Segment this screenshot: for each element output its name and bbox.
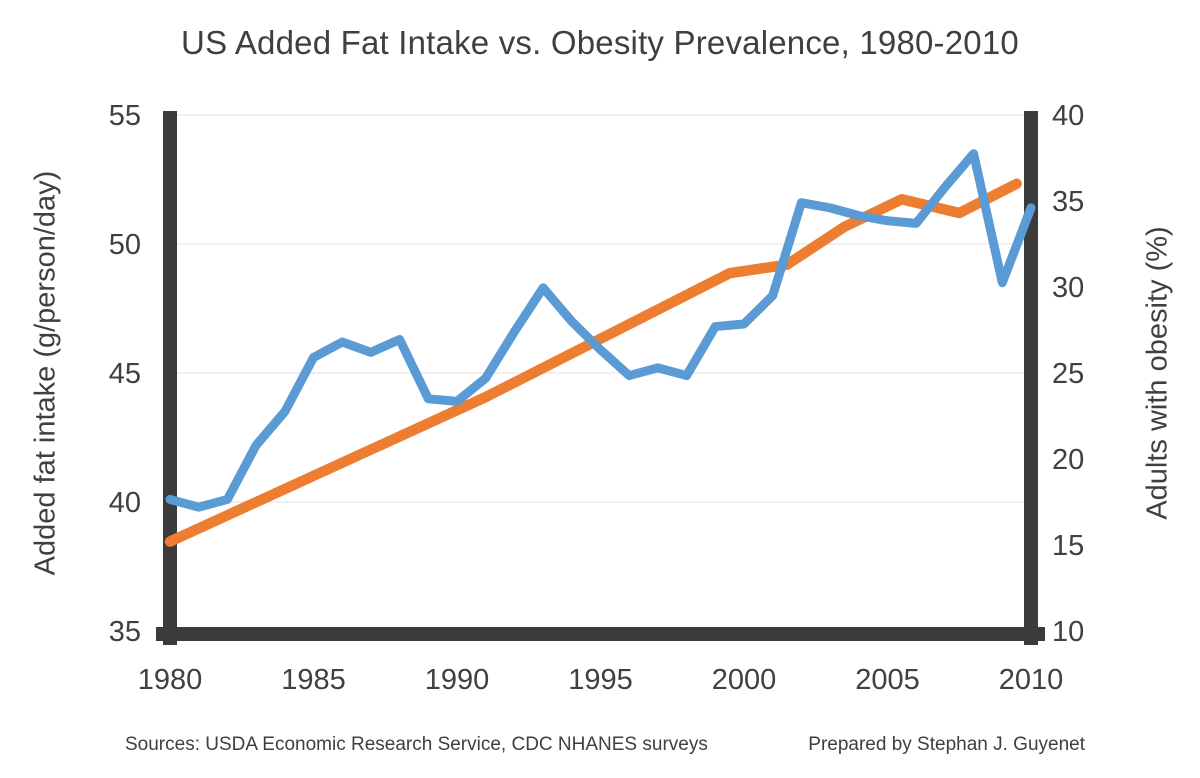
left-axis-tick-label: 55	[109, 100, 141, 132]
left-axis-tick-label: 45	[109, 358, 141, 390]
right-axis-tick-label: 25	[1052, 358, 1084, 390]
left-axis-title: Added fat intake (g/person/day)	[29, 170, 62, 576]
left-axis-tick-label: 50	[109, 229, 141, 261]
x-axis-tick-label: 1985	[281, 664, 346, 696]
chart-title: US Added Fat Intake vs. Obesity Prevalen…	[181, 24, 1019, 61]
axis-frame-right	[1024, 111, 1038, 645]
right-axis-tick-label: 35	[1052, 186, 1084, 218]
left-axis-tick-label: 35	[109, 616, 141, 648]
left-axis-tick-label: 40	[109, 487, 141, 519]
right-axis-tick-label: 20	[1052, 444, 1084, 476]
right-axis-tick-label: 15	[1052, 530, 1084, 562]
right-axis-tick-label: 10	[1052, 616, 1084, 648]
x-axis-tick-label: 1990	[425, 664, 490, 696]
right-axis-title: Adults with obesity (%)	[1141, 226, 1174, 520]
axis-frame-left	[163, 111, 177, 645]
axis-frame-bottom	[156, 627, 1045, 641]
fat-intake-line	[165, 149, 1036, 512]
right-axis-tick-label: 30	[1052, 272, 1084, 304]
obesity-line	[164, 178, 1022, 547]
x-axis-tick-label: 1995	[568, 664, 633, 696]
x-axis-tick-label: 1980	[138, 664, 203, 696]
sources-note: Sources: USDA Economic Research Service,…	[125, 734, 708, 755]
right-axis-tick-label: 40	[1052, 100, 1084, 132]
x-axis-tick-label: 2010	[999, 664, 1064, 696]
credit-note: Prepared by Stephan J. Guyenet	[808, 734, 1085, 755]
x-axis-tick-label: 2000	[712, 664, 777, 696]
x-axis-tick-label: 2005	[855, 664, 920, 696]
